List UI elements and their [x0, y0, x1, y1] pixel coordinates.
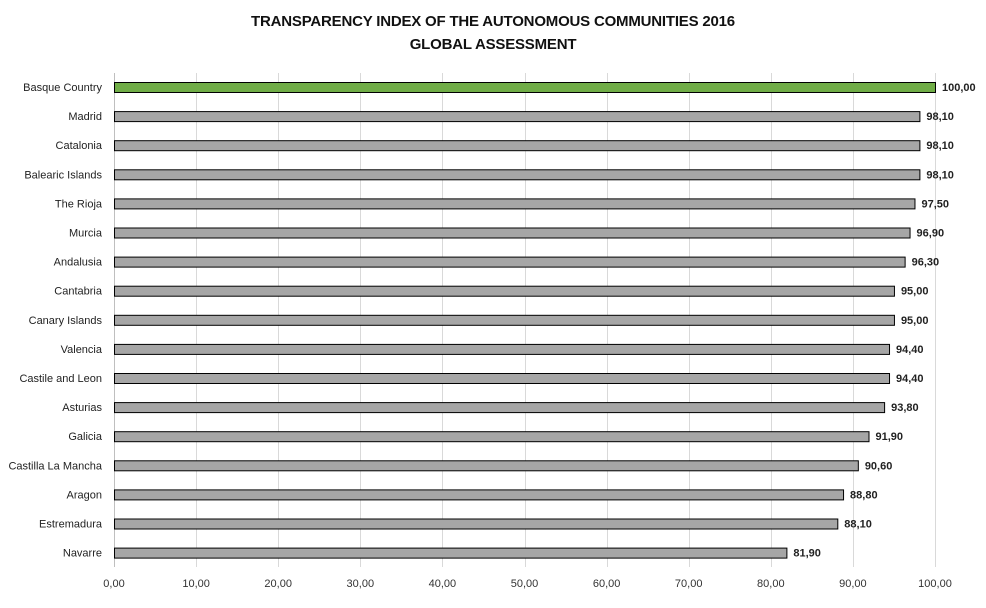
category-label: Castile and Leon: [19, 373, 102, 385]
category-label: Cantabria: [54, 286, 103, 298]
x-tick-label: 10,00: [182, 578, 210, 590]
data-label: 98,10: [926, 111, 954, 123]
bar: [114, 431, 870, 443]
x-tick-label: 20,00: [264, 578, 292, 590]
data-label: 88,80: [850, 489, 878, 501]
data-label: 81,90: [793, 548, 821, 560]
bar: [114, 489, 845, 501]
x-tick-label: 70,00: [675, 578, 703, 590]
bar: [114, 111, 921, 123]
x-tick-label: 80,00: [757, 578, 785, 590]
x-tick-label: 40,00: [429, 578, 457, 590]
bar: [114, 256, 906, 268]
category-label: Canary Islands: [29, 315, 103, 327]
category-label: Aragon: [67, 489, 102, 501]
data-label: 94,40: [896, 344, 924, 356]
bar: [114, 82, 936, 93]
data-label: 100,00: [942, 82, 976, 94]
bar: [114, 140, 921, 152]
chart-title-block: TRANSPARENCY INDEX OF THE AUTONOMOUS COM…: [0, 10, 986, 56]
data-label: 90,60: [865, 460, 893, 472]
category-label: Castilla La Mancha: [8, 460, 102, 472]
bar: [114, 373, 891, 384]
x-tick-label: 100,00: [918, 578, 952, 590]
chart-title: TRANSPARENCY INDEX OF THE AUTONOMOUS COM…: [251, 13, 735, 30]
data-label: 96,90: [917, 228, 945, 240]
bar: [114, 198, 916, 210]
category-label: Asturias: [62, 402, 102, 414]
category-label: The Rioja: [55, 198, 103, 210]
category-label: Catalonia: [56, 140, 103, 152]
bar: [114, 343, 891, 355]
category-label: Balearic Islands: [24, 169, 102, 181]
category-label: Galicia: [68, 431, 103, 443]
data-label: 93,80: [891, 402, 919, 414]
bar: [114, 402, 886, 414]
bar: [114, 460, 859, 472]
category-label: Basque Country: [23, 82, 102, 94]
category-label: Murcia: [69, 228, 103, 240]
data-label: 98,10: [926, 140, 954, 152]
data-label: 95,00: [901, 286, 929, 298]
data-label: 98,10: [926, 169, 954, 181]
data-label: 95,00: [901, 315, 929, 327]
bar: [114, 227, 911, 239]
category-label: Andalusia: [54, 257, 103, 269]
data-label: 97,50: [921, 198, 949, 210]
category-label: Madrid: [68, 111, 102, 123]
chart-subtitle: GLOBAL ASSESSMENT: [409, 36, 577, 53]
bar: [114, 169, 921, 181]
category-label: Valencia: [61, 344, 103, 356]
bar: [114, 518, 839, 530]
x-tick-label: 90,00: [839, 578, 867, 590]
data-label: 96,30: [912, 257, 940, 269]
x-tick-label: 30,00: [347, 578, 375, 590]
category-label: Navarre: [63, 548, 102, 560]
x-tick-label: 0,00: [103, 578, 124, 590]
x-tick-label: 50,00: [511, 578, 539, 590]
category-label: Estremadura: [39, 519, 103, 531]
data-label: 88,10: [844, 519, 872, 531]
bar: [114, 547, 788, 559]
data-label: 91,90: [875, 431, 903, 443]
data-label: 94,40: [896, 373, 924, 385]
x-tick-label: 60,00: [593, 578, 621, 590]
bar: [114, 285, 895, 297]
bar: [114, 314, 895, 326]
